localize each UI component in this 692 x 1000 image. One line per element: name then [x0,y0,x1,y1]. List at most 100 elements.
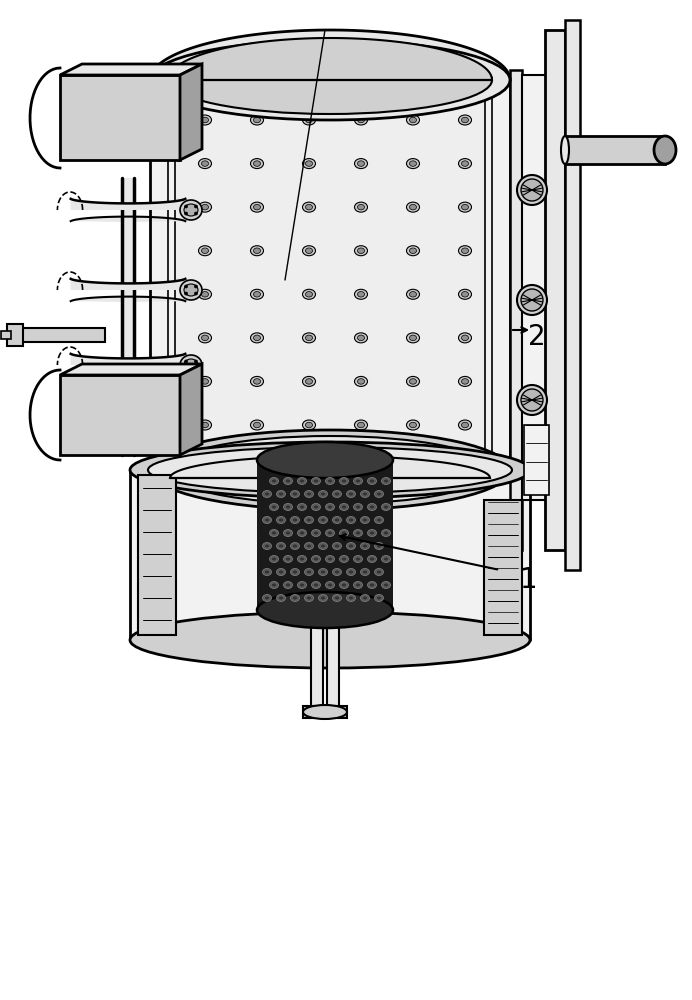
Ellipse shape [459,376,471,386]
Ellipse shape [347,568,356,576]
Ellipse shape [199,159,212,169]
Ellipse shape [201,248,208,253]
Ellipse shape [291,516,300,524]
Ellipse shape [199,289,212,299]
Ellipse shape [201,379,208,384]
Ellipse shape [262,516,271,524]
Ellipse shape [517,385,547,415]
Ellipse shape [358,422,365,428]
Ellipse shape [251,420,264,430]
Ellipse shape [253,379,260,384]
Ellipse shape [251,159,264,169]
Ellipse shape [367,582,376,588]
Ellipse shape [517,285,547,315]
Ellipse shape [462,117,468,123]
Ellipse shape [277,490,286,497]
Ellipse shape [462,161,468,166]
Ellipse shape [327,479,332,483]
Ellipse shape [341,557,347,561]
Ellipse shape [168,46,492,114]
Ellipse shape [374,516,383,524]
Ellipse shape [302,420,316,430]
Bar [138,475,176,635]
Ellipse shape [358,204,365,210]
Ellipse shape [354,202,367,212]
Ellipse shape [201,335,208,341]
Ellipse shape [307,492,311,496]
Ellipse shape [194,367,197,370]
Ellipse shape [354,504,363,510]
Ellipse shape [302,376,316,386]
Ellipse shape [293,492,298,496]
Ellipse shape [410,117,417,123]
Ellipse shape [199,246,212,256]
Ellipse shape [150,430,510,510]
Ellipse shape [262,490,271,497]
Bar [303,706,347,718]
Ellipse shape [358,292,365,297]
Ellipse shape [307,518,311,522]
Ellipse shape [381,530,390,536]
Ellipse shape [184,204,198,216]
Ellipse shape [654,136,676,164]
Ellipse shape [300,479,304,483]
Ellipse shape [253,204,260,210]
Ellipse shape [305,292,313,297]
Ellipse shape [251,202,264,212]
Ellipse shape [150,40,510,120]
Ellipse shape [363,518,367,522]
Ellipse shape [291,594,300,601]
Ellipse shape [277,568,286,576]
Ellipse shape [300,583,304,587]
Ellipse shape [370,479,374,483]
Ellipse shape [332,516,341,524]
Ellipse shape [194,205,197,208]
Ellipse shape [148,447,512,493]
Ellipse shape [278,492,284,496]
Ellipse shape [462,204,468,210]
Ellipse shape [410,335,417,341]
Ellipse shape [354,159,367,169]
Ellipse shape [300,505,304,509]
Ellipse shape [521,289,543,311]
Ellipse shape [305,379,313,384]
Ellipse shape [459,246,471,256]
Ellipse shape [293,544,298,548]
Ellipse shape [370,505,374,509]
Ellipse shape [318,490,327,497]
Ellipse shape [370,531,374,535]
Ellipse shape [358,248,365,253]
Ellipse shape [257,592,393,628]
Ellipse shape [271,583,277,587]
Ellipse shape [340,556,349,562]
Ellipse shape [334,570,340,574]
Ellipse shape [311,582,320,588]
Ellipse shape [383,583,388,587]
Ellipse shape [363,596,367,600]
Ellipse shape [363,570,367,574]
Ellipse shape [318,542,327,550]
Ellipse shape [271,505,277,509]
Ellipse shape [311,478,320,485]
Ellipse shape [304,542,313,550]
Ellipse shape [184,359,198,371]
Ellipse shape [349,596,354,600]
Ellipse shape [253,161,260,166]
Ellipse shape [130,612,530,668]
Ellipse shape [298,504,307,510]
Ellipse shape [251,289,264,299]
Ellipse shape [286,505,291,509]
Ellipse shape [334,596,340,600]
Ellipse shape [130,442,530,498]
Ellipse shape [381,582,390,588]
Ellipse shape [201,204,208,210]
Ellipse shape [311,530,320,536]
Ellipse shape [340,478,349,485]
Text: 1: 1 [520,566,538,594]
Polygon shape [71,297,185,302]
Ellipse shape [406,289,419,299]
Ellipse shape [278,544,284,548]
Ellipse shape [332,568,341,576]
Ellipse shape [358,379,365,384]
Ellipse shape [334,544,340,548]
